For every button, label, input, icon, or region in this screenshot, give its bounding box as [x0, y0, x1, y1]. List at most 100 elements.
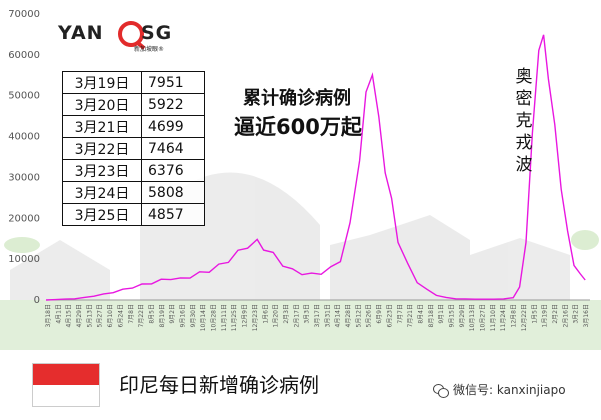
x-tick-label: 2月2日 [552, 304, 559, 324]
x-tick-label: 11月24日 [500, 304, 507, 331]
x-tick-label: 10月13日 [469, 304, 476, 331]
x-tick-label: 5月27日 [97, 304, 104, 327]
omicron-wave-annotation: 奥密克戎波 [515, 67, 533, 175]
x-tick-label: 6月10日 [107, 304, 114, 327]
table-cell-date: 3月24日 [62, 181, 142, 204]
x-tick-label: 6月23日 [386, 304, 393, 327]
x-tick-label: 4月14日 [335, 304, 342, 327]
wechat-id: 微信号: kanxinjiapo [453, 383, 566, 397]
x-tick-label: 7月8日 [128, 304, 135, 324]
wechat-watermark: 微信号: kanxinjiapo [433, 381, 566, 398]
table-cell-date: 3月19日 [62, 71, 142, 94]
table-row: 3月20日 5922 [62, 93, 205, 116]
wechat-icon [433, 383, 449, 398]
x-tick-label: 3月17日 [314, 304, 321, 327]
series-line-daily-cases [45, 34, 586, 301]
x-tick-label: 4月1日 [55, 304, 62, 324]
table-cell-value: 5808 [141, 181, 205, 204]
x-tick-label: 9月1日 [438, 304, 445, 324]
x-tick-label: 6月24日 [117, 304, 124, 327]
y-tick-label: 40000 [8, 132, 40, 143]
x-tick-label: 8月5日 [148, 304, 155, 324]
table-row: 3月21日 4699 [62, 115, 205, 138]
x-tick-label: 7月7日 [397, 304, 404, 324]
chart-caption: 印尼每日新增确诊病例 [119, 373, 319, 397]
x-tick-label: 11月11日 [221, 304, 228, 331]
x-tick-label: 1月19日 [542, 304, 549, 327]
x-tick-label: 9月15日 [449, 304, 456, 327]
table-cell-date: 3月21日 [62, 115, 142, 138]
y-tick-label: 60000 [8, 50, 40, 61]
y-tick-label: 0 [34, 295, 40, 306]
x-tick-label: 12月22日 [521, 304, 528, 331]
x-tick-label: 8月19日 [159, 304, 166, 327]
table-cell-value: 4857 [141, 203, 205, 226]
x-tick-label: 3月16日 [583, 304, 590, 327]
table-cell-value: 7464 [141, 137, 205, 160]
x-tick-label: 2月16日 [562, 304, 569, 327]
x-tick-label: 4月28日 [345, 304, 352, 327]
table-cell-date: 3月25日 [62, 203, 142, 226]
x-tick-label: 12月23日 [252, 304, 259, 331]
x-tick-label: 11月10日 [490, 304, 497, 331]
logo-subtext: 新加坡眼® [134, 46, 165, 53]
x-tick-label: 4月29日 [76, 304, 83, 327]
headline-line2: 逼近600万起 [234, 115, 362, 139]
table-row: 3月19日 7951 [62, 71, 205, 94]
x-tick-label: 9月29日 [459, 304, 466, 327]
x-tick-label: 7月22日 [138, 304, 145, 327]
table-cell-value: 4699 [141, 115, 205, 138]
flag-red-stripe [33, 364, 99, 385]
x-tick-label: 12月9日 [242, 304, 249, 327]
x-tick-label: 10月28日 [211, 304, 218, 331]
logo-q-icon [118, 21, 144, 47]
x-tick-label: 9月16日 [180, 304, 187, 327]
table-row: 3月23日 6376 [62, 159, 205, 182]
logo-text-left: YAN [58, 22, 104, 44]
table-cell-value: 5922 [141, 93, 205, 116]
x-tick-label: 12月8日 [511, 304, 518, 327]
x-tick-label: 3月2日 [573, 304, 580, 324]
x-tick-label: 10月14日 [200, 304, 207, 331]
x-tick-label: 6月9日 [376, 304, 383, 324]
x-tick-label: 5月26日 [366, 304, 373, 327]
indonesia-flag-icon [32, 363, 100, 407]
x-tick-label: 3月3日 [304, 304, 311, 324]
y-tick-label: 30000 [8, 172, 40, 183]
x-tick-label: 9月2日 [169, 304, 176, 324]
x-tick-label: 3月31日 [324, 304, 331, 327]
table-row: 3月22日 7464 [62, 137, 205, 160]
x-tick-label: 4月15日 [66, 304, 73, 327]
y-tick-label: 70000 [8, 9, 40, 20]
x-tick-label: 10月27日 [480, 304, 487, 331]
x-tick-label: 9月30日 [190, 304, 197, 327]
y-tick-label: 20000 [8, 213, 40, 224]
x-tick-label: 3月18日 [45, 304, 52, 327]
y-axis-ticks: 0 10000 20000 30000 40000 50000 60000 70000 [8, 9, 40, 306]
table-cell-value: 7951 [141, 71, 205, 94]
y-tick-label: 50000 [8, 91, 40, 102]
x-axis-ticks: 3月18日 4月1日 4月15日 4月29日 5月13日 5月27日 6月10日 6月24日 7… [45, 304, 590, 331]
y-tick-label: 10000 [8, 254, 40, 265]
daily-cases-table: 3月19日 7951 3月20日 5922 3月21日 4699 3月22日 7464 … [62, 71, 205, 226]
x-tick-label: 5月12日 [355, 304, 362, 327]
x-tick-label: 8月4日 [417, 304, 424, 324]
x-tick-label: 1月20日 [273, 304, 280, 327]
x-tick-label: 7月21日 [407, 304, 414, 327]
table-cell-date: 3月22日 [62, 137, 142, 160]
x-tick-label: 2月17日 [293, 304, 300, 327]
x-tick-label: 1月6日 [262, 304, 269, 324]
flag-white-stripe [33, 385, 99, 406]
x-tick-label: 2月3日 [283, 304, 290, 324]
x-tick-label: 1月5日 [531, 304, 538, 324]
logo-text-right: SG [141, 22, 173, 44]
table-row: 3月24日 5808 [62, 181, 205, 204]
yansg-logo: YAN SG 新加坡眼® [58, 20, 173, 54]
x-tick-label: 5月13日 [86, 304, 93, 327]
table-cell-value: 6376 [141, 159, 205, 182]
x-tick-label: 8月18日 [428, 304, 435, 327]
table-cell-date: 3月23日 [62, 159, 142, 182]
table-row: 3月25日 4857 [62, 203, 205, 226]
headline-line1: 累计确诊病例 [243, 88, 351, 109]
x-tick-label: 11月25日 [231, 304, 238, 331]
